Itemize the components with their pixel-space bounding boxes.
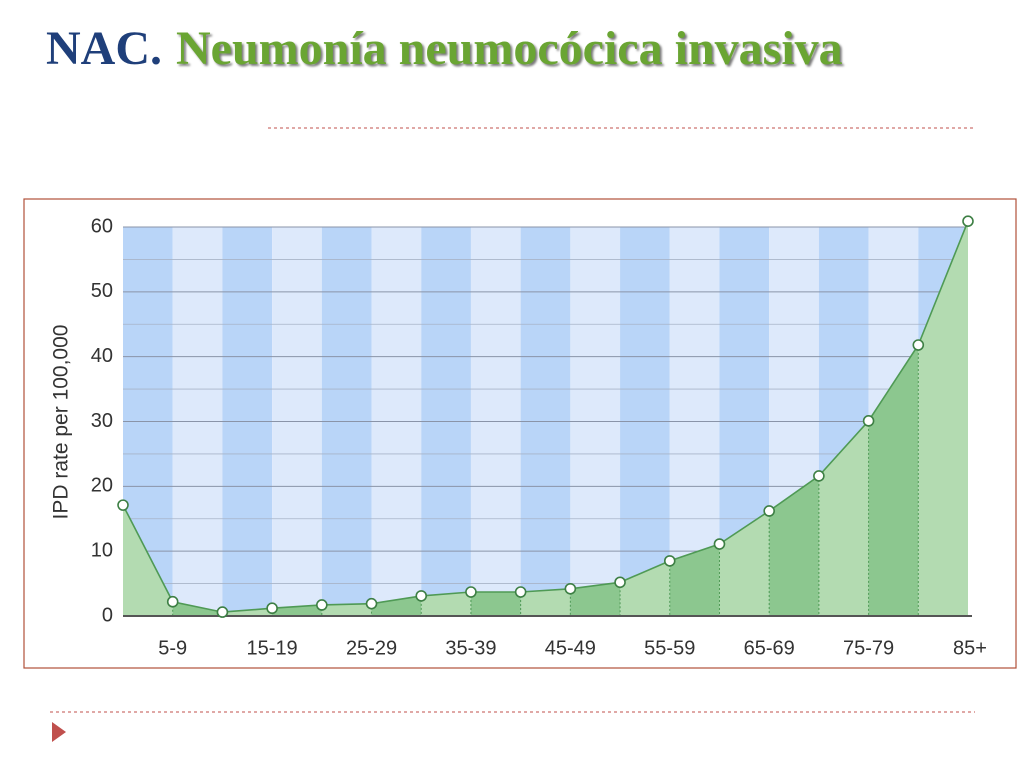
x-tick-label: 25-29 [346, 637, 397, 659]
x-tick-label: 85+ [953, 637, 987, 659]
y-tick-label: 30 [91, 410, 113, 432]
area-segment [719, 510, 770, 616]
area-segment [371, 595, 422, 616]
area-segment [570, 582, 621, 616]
data-point [415, 590, 428, 602]
bullet [52, 722, 66, 742]
data-point [465, 586, 477, 598]
area-segment [868, 344, 919, 616]
x-tick-label: 5-9 [158, 637, 187, 659]
area-segment [620, 560, 670, 616]
data-point [862, 415, 875, 427]
area-segment [669, 544, 720, 616]
area-segment [470, 592, 521, 616]
area-segment [123, 505, 173, 616]
area-segment [321, 603, 372, 616]
data-point [216, 606, 229, 618]
area-line [122, 220, 969, 613]
data-point [962, 215, 974, 227]
area-segment [172, 601, 223, 616]
area-segment [421, 592, 471, 616]
data-point [514, 586, 527, 598]
data-point [713, 538, 726, 550]
data-point [663, 555, 676, 567]
y-tick-label: 10 [91, 539, 113, 561]
y-tick-label: 20 [91, 475, 113, 497]
data-point [813, 470, 825, 482]
x-tick-label: 75-79 [843, 637, 894, 659]
data-point [763, 505, 775, 517]
data-point [912, 339, 925, 351]
y-tick-label: 40 [91, 345, 113, 367]
area-segment [222, 608, 273, 616]
area-segment [918, 221, 968, 617]
data-point [365, 597, 378, 610]
area-segment [818, 420, 869, 616]
data-point [564, 582, 577, 595]
area-segment [520, 588, 571, 616]
x-tick-label: 45-49 [545, 637, 596, 659]
x-tick-label: 15-19 [247, 637, 298, 659]
y-tick-label: 0 [102, 604, 113, 626]
slide-title: NAC. Neumonía neumocócica invasiva [46, 22, 886, 76]
area-segment [769, 475, 819, 616]
data-point [316, 599, 328, 611]
x-tick-label: 55-59 [644, 637, 695, 659]
title-text: Neumonía neumocócica invasiva [176, 22, 843, 75]
x-tick-label: 65-69 [744, 637, 795, 659]
data-point [117, 499, 129, 511]
title-prefix: NAC. [46, 22, 162, 75]
x-tick-label: 35-39 [445, 637, 496, 659]
plot [117, 215, 974, 618]
y-tick-label: 60 [91, 215, 113, 237]
y-tick-label: 50 [91, 280, 113, 302]
data-point [614, 576, 626, 589]
y-axis-label: IPD rate per 100,000 [50, 325, 73, 520]
data-point [266, 602, 278, 615]
data-point [166, 595, 179, 608]
